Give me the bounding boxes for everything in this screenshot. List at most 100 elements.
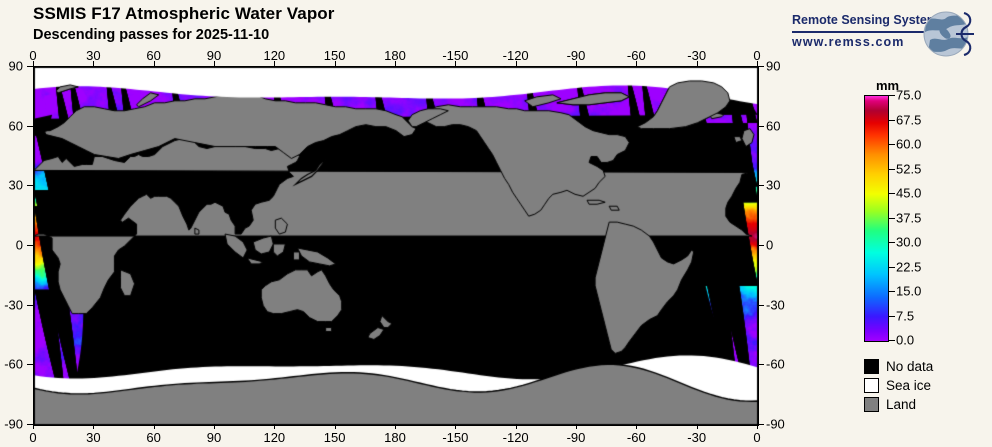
latitude-tick bbox=[27, 185, 33, 187]
longitude-tick bbox=[274, 424, 276, 429]
colorbar-tick bbox=[888, 315, 895, 317]
longitude-tick bbox=[636, 424, 638, 429]
latitude-tick-label: -30 bbox=[766, 297, 785, 313]
legend-swatch bbox=[864, 378, 879, 393]
latitude-tick-label: 30 bbox=[8, 177, 23, 193]
longitude-tick bbox=[455, 424, 457, 429]
longitude-tick bbox=[696, 424, 698, 429]
colorbar-tick-label: 45.0 bbox=[896, 185, 922, 201]
latitude-tick bbox=[27, 424, 33, 425]
map-plot-area[interactable] bbox=[33, 66, 759, 426]
colorbar-tick bbox=[888, 242, 895, 243]
colorbar-tick-label: 15.0 bbox=[896, 283, 922, 299]
legend-label: Land bbox=[886, 397, 917, 412]
latitude-tick bbox=[27, 304, 33, 306]
colorbar-gradient bbox=[864, 95, 889, 342]
longitude-tick-label: 90 bbox=[206, 430, 222, 445]
colorbar-unit-label: mm bbox=[876, 78, 900, 93]
longitude-tick bbox=[455, 61, 457, 66]
longitude-tick-label: -150 bbox=[442, 48, 469, 63]
colorbar-tick-label: 22.5 bbox=[896, 259, 922, 274]
latitude-tick bbox=[758, 125, 764, 127]
longitude-tick-label: -150 bbox=[442, 430, 469, 445]
longitude-tick bbox=[757, 61, 758, 66]
water-vapor-raster bbox=[34, 67, 758, 425]
latitude-tick-label: -60 bbox=[766, 356, 785, 372]
longitude-tick-label: -90 bbox=[566, 430, 586, 445]
latitude-tick-label: 60 bbox=[8, 118, 23, 134]
longitude-tick bbox=[515, 61, 517, 66]
longitude-tick-label: 30 bbox=[86, 48, 101, 63]
longitude-tick-label: -30 bbox=[687, 48, 707, 63]
longitude-tick-label: 150 bbox=[323, 48, 346, 63]
latitude-tick-label: -60 bbox=[4, 356, 23, 372]
latitude-tick bbox=[758, 66, 764, 67]
longitude-tick-label: -120 bbox=[502, 48, 529, 63]
latitude-tick bbox=[27, 245, 33, 246]
latitude-tick-label: -30 bbox=[4, 297, 23, 313]
colorbar-tick bbox=[888, 193, 895, 194]
legend-swatch bbox=[864, 397, 879, 412]
longitude-tick-label: 60 bbox=[146, 430, 161, 445]
legend-item: Land bbox=[864, 395, 984, 414]
latitude-tick-label: 0 bbox=[766, 237, 774, 253]
longitude-tick bbox=[696, 61, 698, 66]
longitude-tick-label: -90 bbox=[566, 48, 586, 63]
longitude-tick bbox=[395, 424, 396, 429]
longitude-tick-label: -120 bbox=[502, 430, 529, 445]
longitude-tick bbox=[93, 61, 95, 66]
colorbar-tick bbox=[888, 119, 895, 121]
longitude-tick-label: -30 bbox=[687, 430, 707, 445]
latitude-tick bbox=[758, 424, 764, 425]
longitude-tick-label: 0 bbox=[753, 48, 761, 63]
page-title: SSMIS F17 Atmospheric Water Vapor bbox=[33, 4, 335, 23]
longitude-tick-label: 0 bbox=[29, 48, 37, 63]
globe-icon bbox=[923, 11, 974, 57]
logo-divider bbox=[792, 31, 926, 33]
longitude-tick-label: 0 bbox=[753, 430, 761, 445]
colorbar-tick-label: 60.0 bbox=[896, 136, 922, 152]
longitude-tick bbox=[757, 424, 758, 429]
longitude-tick-label: 60 bbox=[146, 48, 161, 63]
longitude-tick bbox=[153, 61, 155, 66]
latitude-tick bbox=[758, 364, 764, 366]
map-legend: No data Sea ice Land bbox=[864, 357, 984, 414]
latitude-tick bbox=[758, 304, 764, 306]
latitude-tick-label: 90 bbox=[766, 58, 781, 74]
colorbar-tick bbox=[888, 266, 895, 268]
legend-label: Sea ice bbox=[886, 378, 932, 393]
longitude-tick-label: 0 bbox=[29, 430, 37, 445]
longitude-tick bbox=[153, 424, 155, 429]
latitude-tick-label: 60 bbox=[766, 118, 781, 134]
longitude-tick bbox=[274, 61, 276, 66]
legend-item: Sea ice bbox=[864, 376, 984, 395]
longitude-tick-label: 120 bbox=[263, 48, 286, 63]
longitude-tick bbox=[334, 424, 336, 429]
latitude-tick bbox=[27, 125, 33, 127]
longitude-tick-label: 90 bbox=[206, 48, 222, 63]
latitude-tick-label: 30 bbox=[766, 177, 781, 193]
longitude-tick-label: 180 bbox=[384, 430, 406, 445]
latitude-tick-label: -90 bbox=[4, 416, 23, 432]
longitude-tick-label: 120 bbox=[263, 430, 286, 445]
logo-organization-label: Remote Sensing Systems bbox=[792, 13, 945, 27]
colorbar-tick bbox=[888, 217, 895, 219]
longitude-tick bbox=[93, 424, 95, 429]
longitude-tick-label: 150 bbox=[323, 430, 346, 445]
colorbar-tick-label: 30.0 bbox=[896, 234, 922, 250]
longitude-tick bbox=[636, 61, 638, 66]
latitude-tick-label: 0 bbox=[15, 237, 23, 253]
longitude-tick-label: -60 bbox=[626, 48, 646, 63]
latitude-tick bbox=[27, 66, 33, 67]
longitude-tick-label: 180 bbox=[384, 48, 406, 63]
colorbar-tick-label: 0.0 bbox=[896, 332, 915, 348]
longitude-tick bbox=[33, 61, 34, 66]
latitude-tick-label: -90 bbox=[766, 416, 785, 432]
colorbar-tick-label: 7.5 bbox=[896, 308, 915, 323]
latitude-tick-label: 90 bbox=[8, 58, 23, 74]
longitude-tick bbox=[395, 61, 396, 66]
colorbar-tick-label: 37.5 bbox=[896, 210, 922, 225]
legend-item: No data bbox=[864, 357, 984, 376]
remss-logo[interactable]: Remote Sensing Systems www.remss.com bbox=[792, 8, 988, 58]
colorbar-tick bbox=[888, 95, 895, 96]
